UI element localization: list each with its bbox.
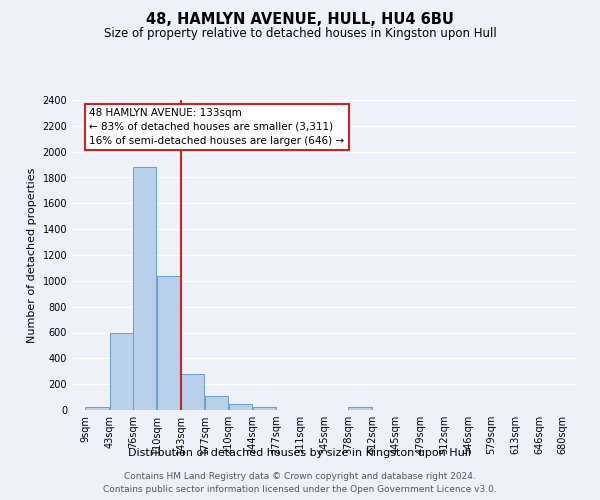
Bar	[229, 404, 252, 410]
Bar	[181, 374, 204, 410]
Text: Distribution of detached houses by size in Kingston upon Hull: Distribution of detached houses by size …	[128, 448, 472, 458]
Text: Contains HM Land Registry data © Crown copyright and database right 2024.
Contai: Contains HM Land Registry data © Crown c…	[103, 472, 497, 494]
Text: 48 HAMLYN AVENUE: 133sqm
← 83% of detached houses are smaller (3,311)
16% of sem: 48 HAMLYN AVENUE: 133sqm ← 83% of detach…	[89, 108, 344, 146]
Text: Size of property relative to detached houses in Kingston upon Hull: Size of property relative to detached ho…	[104, 28, 496, 40]
Bar	[157, 276, 181, 410]
Bar	[110, 332, 133, 410]
Bar	[133, 167, 156, 410]
Bar	[85, 408, 109, 410]
Bar	[349, 408, 371, 410]
Text: 48, HAMLYN AVENUE, HULL, HU4 6BU: 48, HAMLYN AVENUE, HULL, HU4 6BU	[146, 12, 454, 28]
Y-axis label: Number of detached properties: Number of detached properties	[27, 168, 37, 342]
Bar	[253, 408, 276, 410]
Bar	[205, 396, 228, 410]
